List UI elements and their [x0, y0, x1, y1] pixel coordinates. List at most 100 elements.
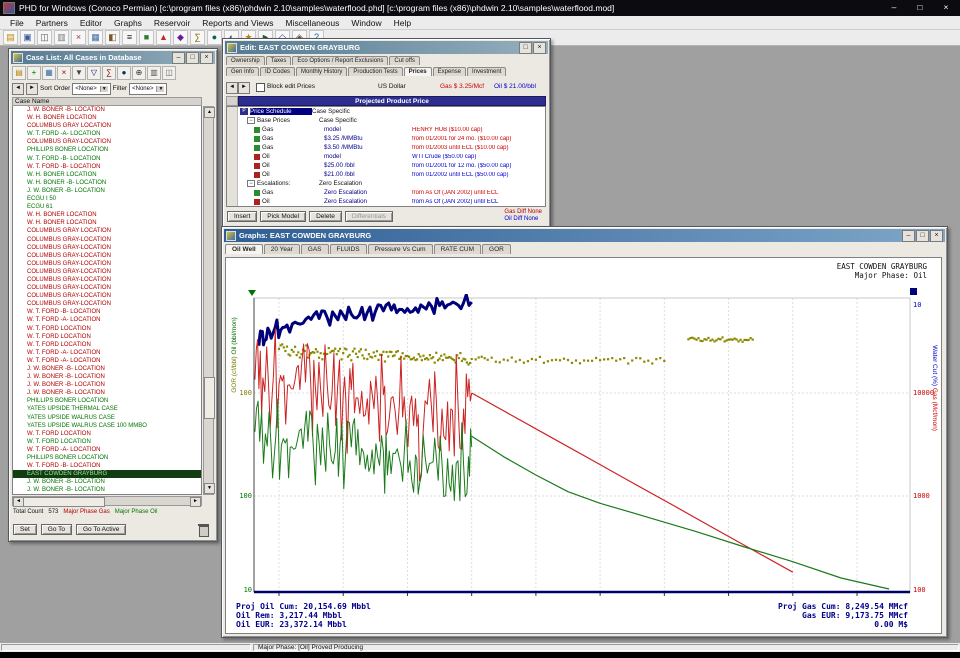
tree-row-base-prices[interactable]: − Base Prices Case Specific	[227, 116, 545, 125]
graphs-icon[interactable]: ▲	[156, 30, 171, 45]
case-row[interactable]: YATES UPSIDE THERMAL CASE	[27, 406, 118, 413]
case-row[interactable]: COLUMBUS GRAY LOCATION	[27, 228, 112, 235]
case-row[interactable]: W. T. FORD LOCATION	[27, 333, 91, 340]
case-row[interactable]: W. T. FORD LOCATION	[27, 341, 91, 348]
minimize-icon[interactable]: –	[172, 51, 185, 64]
menu-editor[interactable]: Editor	[79, 17, 103, 28]
set-button[interactable]: Set	[13, 523, 37, 535]
case-row[interactable]: W. H. BONER -B- LOCATION	[27, 179, 107, 186]
case-list-title-bar[interactable]: Case List: All Cases in Database – □ ×	[11, 51, 215, 64]
tree-row-gas[interactable]: Gas Zero Escalation from As Of (JAN 2002) …	[227, 188, 545, 197]
new-case-icon[interactable]: ▤	[12, 66, 26, 80]
print-icon[interactable]: ◫	[37, 30, 52, 45]
case-row[interactable]: W. H. BONER LOCATION	[27, 220, 97, 227]
case-row[interactable]: COLUMBUS GRAY-LOCATION	[27, 293, 111, 300]
tab-taxes[interactable]: Taxes	[265, 56, 292, 65]
prev-case-button[interactable]: ◄	[12, 82, 24, 95]
case-row[interactable]: W. H. BONER LOCATION	[27, 212, 97, 219]
cut-icon[interactable]: ×	[71, 30, 86, 45]
tab-monthly-history[interactable]: Monthly History	[296, 67, 348, 76]
menu-reports-and-views[interactable]: Reports and Views	[202, 17, 274, 28]
scroll-right-icon[interactable]: ►	[190, 497, 201, 507]
tree-row-oil[interactable]: Oil model WTI Crude ($50.00 cap)	[227, 152, 545, 161]
tree-row-oil[interactable]: Oil $21.00 /bbl from 01/2002 until ECL ($5…	[227, 170, 545, 179]
tree-row-gas[interactable]: Gas $3.50 /MMBtu from 01/2003 until ECL ($…	[227, 143, 545, 152]
maximize-icon[interactable]: □	[186, 51, 199, 64]
tree-row-gas[interactable]: Gas $3.25 /MMBtu from 01/2001 for 24 mo. (…	[227, 134, 545, 143]
trash-icon[interactable]	[198, 523, 209, 537]
case-row[interactable]: J. W. BONER -B- LOCATION	[27, 374, 105, 381]
save-icon[interactable]: ▣	[20, 30, 35, 45]
tree-row-oil[interactable]: Oil $25.00 /bbl from 01/2001 for 12 mo. ($…	[227, 161, 545, 170]
case-row[interactable]: W. T. FORD -A- LOCATION	[27, 446, 101, 453]
case-row[interactable]: W. T. FORD -B- LOCATION	[27, 463, 101, 470]
case-row[interactable]: PHILLIPS BONER LOCATION	[27, 398, 109, 405]
case-row[interactable]: J. W. BONER -B- LOCATION	[27, 382, 105, 389]
case-row[interactable]: COLUMBUS GRAY-LOCATION	[27, 260, 111, 267]
vscroll-thumb[interactable]	[204, 377, 215, 419]
scroll-down-icon[interactable]: ▼	[204, 483, 215, 494]
delete-case-icon[interactable]: ×	[57, 66, 71, 80]
pick-model-button[interactable]: Pick Model	[260, 211, 307, 222]
maximize-icon[interactable]: □	[916, 229, 929, 242]
tab-expense[interactable]: Expense	[432, 67, 466, 76]
next-case-button[interactable]: ►	[26, 82, 38, 95]
edit-title-bar[interactable]: Edit: EAST COWDEN GRAYBURG □ ×	[225, 41, 548, 54]
case-row[interactable]: COLUMBUS GRAY-LOCATION	[27, 252, 111, 259]
case-list-vscrollbar[interactable]: ▲ ▼	[203, 106, 215, 495]
collapse-icon[interactable]: −	[247, 180, 255, 187]
tab-gen-info[interactable]: Gen Info	[226, 67, 260, 76]
case-row[interactable]: W. T. FORD -A- LOCATION	[27, 317, 101, 324]
go-to-active-button[interactable]: Go To Active	[76, 523, 127, 535]
tab-pressure-vs-cum[interactable]: Pressure Vs Cum	[367, 244, 433, 254]
case-list-icon[interactable]: ≡	[122, 30, 137, 45]
maximize-icon[interactable]: □	[917, 2, 923, 12]
scroll-up-icon[interactable]: ▲	[204, 107, 215, 118]
filter-icon[interactable]: ▽	[87, 66, 101, 80]
zoom-icon[interactable]: ⊕	[132, 66, 146, 80]
go-to-button[interactable]: Go To	[40, 523, 72, 535]
tab-cut-offs[interactable]: Cut offs	[389, 56, 420, 65]
menu-reservoir[interactable]: Reservoir	[153, 17, 191, 28]
tab-gor[interactable]: GOR	[482, 244, 511, 254]
editor-icon[interactable]: ■	[139, 30, 154, 45]
prev-record-button[interactable]: ◄	[226, 82, 238, 94]
menu-miscellaneous[interactable]: Miscellaneous	[285, 17, 340, 28]
minimize-icon[interactable]: –	[891, 2, 897, 12]
filter-select[interactable]: <None> ▼	[129, 82, 168, 95]
tab-eco-options-report-exclusions[interactable]: Eco Options / Report Exclusions	[292, 56, 389, 65]
next-record-button[interactable]: ►	[238, 82, 250, 94]
copy-case-icon[interactable]: ▦	[42, 66, 56, 80]
case-row[interactable]: COLUMBUS GRAY-LOCATION	[27, 244, 111, 251]
delete-button[interactable]: Delete	[309, 211, 342, 222]
case-row[interactable]: YATES UPSIDE WALRUS CASE	[27, 414, 115, 421]
find-icon[interactable]: ●	[117, 66, 131, 80]
case-row[interactable]: J. W. BONER -B- LOCATION	[27, 366, 105, 372]
tab-gas[interactable]: GAS	[300, 244, 329, 254]
tab-20-year[interactable]: 20 Year	[263, 244, 300, 254]
case-row[interactable]: COLUMBUS GRAY-LOCATION	[27, 139, 111, 146]
graphs-title-bar[interactable]: Graphs: EAST COWDEN GRAYBURG – □ ×	[224, 229, 945, 242]
tree-row-price-schedule[interactable]: P Price Schedule Case Specific	[227, 107, 545, 116]
case-row[interactable]: W. T. FORD LOCATION	[27, 438, 91, 445]
tree-row-gas[interactable]: Gas model HENRY HUB ($10.00 cap)	[227, 125, 545, 134]
case-row[interactable]: W. T. FORD -B- LOCATION	[27, 155, 101, 162]
hscroll-thumb[interactable]	[23, 497, 105, 507]
case-row[interactable]: ECGU I 50	[27, 196, 57, 203]
reports-icon[interactable]: ◆	[173, 30, 188, 45]
database-icon[interactable]: ●	[207, 30, 222, 45]
case-row[interactable]: ECGU 61	[27, 204, 53, 211]
case-row[interactable]: PHILLIPS BONER LOCATION	[27, 455, 109, 462]
case-row[interactable]: COLUMBUS GRAY-LOCATION	[27, 268, 111, 275]
open-folder-icon[interactable]: ▤	[3, 30, 18, 45]
tab-investment[interactable]: Investment	[467, 67, 507, 76]
tab-production-tests[interactable]: Production Tests	[348, 67, 403, 76]
insert-case-icon[interactable]: +	[27, 66, 41, 80]
sort-order-select[interactable]: <None> ▼	[72, 82, 111, 95]
collapse-icon[interactable]: −	[247, 117, 255, 124]
case-row[interactable]: W. T. FORD -A- LOCATION	[27, 131, 101, 138]
tree-row-escalations[interactable]: − Escalations: Zero Escalation	[227, 179, 545, 188]
case-row[interactable]: J. W. BONER -B- LOCATION	[27, 390, 105, 397]
tree-row-oil[interactable]: Oil Zero Escalation from As Of (JAN 2002) …	[227, 197, 545, 206]
close-icon[interactable]: ×	[930, 229, 943, 242]
